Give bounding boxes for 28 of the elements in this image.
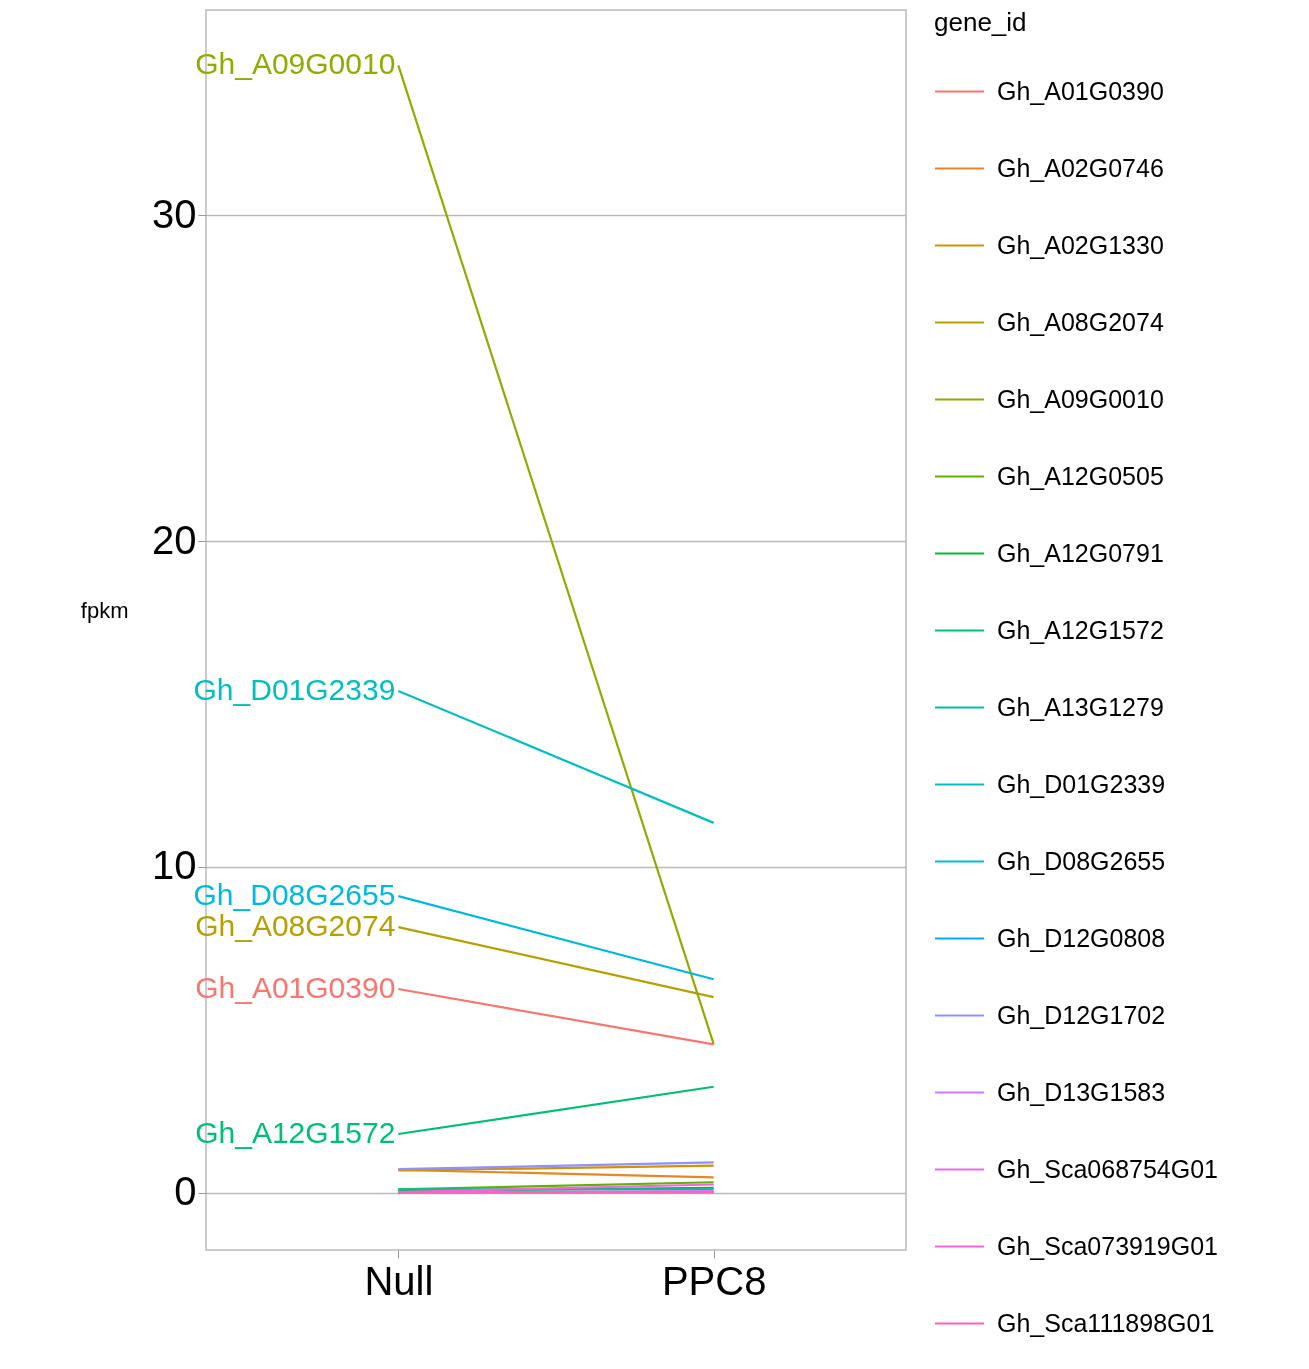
legend-label: Gh_A12G0791: [997, 538, 1164, 567]
legend-label: Gh_A02G1330: [997, 230, 1164, 259]
legend-label: Gh_A12G1572: [997, 615, 1164, 644]
legend-label: Gh_Sca073919G01: [997, 1231, 1219, 1260]
legend-label: Gh_A13G1279: [997, 692, 1164, 721]
legend-label: Gh_A08G2074: [997, 307, 1164, 336]
annotation: Gh_A09G0010: [195, 47, 396, 81]
y-axis-title: fpkm: [80, 597, 129, 623]
legend-label: Gh_A01G0390: [997, 76, 1164, 105]
legend-label: Gh_D01G2339: [997, 769, 1166, 798]
legend-label: Gh_A12G0505: [997, 461, 1164, 490]
y-tick-label: 30: [152, 191, 197, 236]
annotation: Gh_A01G0390: [195, 971, 396, 1005]
y-tick-label: 20: [152, 517, 197, 562]
legend-label: Gh_D08G2655: [997, 846, 1166, 875]
legend-label: Gh_D12G1702: [997, 1000, 1166, 1029]
legend-label: Gh_D13G1583: [997, 1077, 1166, 1106]
legend-title: gene_id: [934, 7, 1027, 37]
legend-label: Gh_A09G0010: [997, 384, 1164, 413]
legend-label: Gh_D12G0808: [997, 923, 1166, 952]
x-tick-label: Null: [364, 1258, 434, 1303]
legend-label: Gh_A02G0746: [997, 153, 1164, 182]
legend-label: Gh_Sca111898G01: [997, 1308, 1215, 1337]
annotation: Gh_A12G1572: [195, 1116, 396, 1150]
y-tick-label: 0: [174, 1169, 197, 1214]
legend-label: Gh_Sca068754G01: [997, 1154, 1219, 1183]
annotation: Gh_D01G2339: [193, 672, 396, 706]
x-tick-label: PPC8: [661, 1258, 767, 1303]
